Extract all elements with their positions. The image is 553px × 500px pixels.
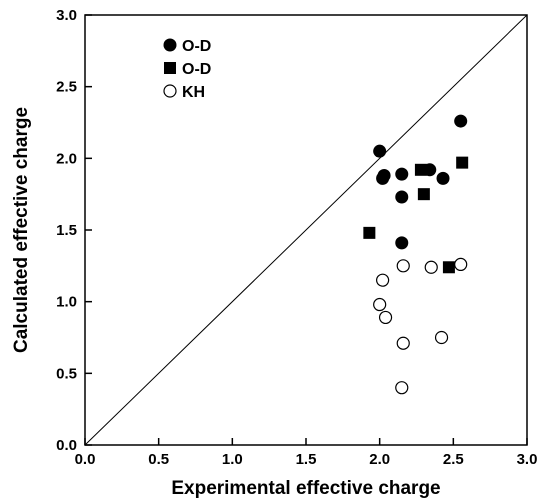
data-point (395, 381, 409, 395)
y-tick-label: 1.0 (56, 294, 77, 311)
x-tick-label: 1.5 (296, 451, 317, 468)
data-point (434, 330, 449, 345)
y-axis-ticks: 0.0 0.5 1.0 1.5 2.0 2.5 3.0 (56, 7, 92, 454)
data-point (442, 261, 455, 274)
legend-marker (163, 84, 177, 98)
data-point (454, 257, 468, 271)
x-tick-label: 0.5 (148, 451, 169, 468)
data-point (376, 273, 390, 287)
y-tick-label: 1.5 (56, 222, 77, 239)
legend-marker (164, 62, 176, 74)
data-point (363, 226, 376, 239)
data-point (395, 236, 409, 250)
y-tick-label: 2.5 (56, 79, 77, 96)
x-tick-label: 3.0 (517, 451, 538, 468)
data-point (396, 259, 410, 273)
x-tick-label: 2.0 (369, 451, 390, 468)
series-3 (373, 257, 468, 395)
data-point (414, 163, 427, 176)
data-point (395, 190, 409, 204)
x-tick-label: 2.5 (443, 451, 464, 468)
data-points (363, 114, 469, 395)
x-tick-label: 0.0 (75, 451, 96, 468)
legend-marker (163, 38, 177, 52)
data-point (454, 114, 468, 128)
legend: O-D O-D KH (163, 38, 211, 101)
x-axis-label: Experimental effective charge (171, 478, 440, 499)
data-point (373, 144, 387, 158)
data-point (436, 171, 450, 185)
data-point (396, 336, 410, 350)
x-axis-ticks: 0.0 0.5 1.0 1.5 2.0 2.5 3.0 (75, 438, 538, 468)
data-point (417, 188, 430, 201)
y-tick-label: 2.0 (56, 150, 77, 167)
reference-diagonal-line (84, 14, 528, 446)
data-point (456, 156, 469, 169)
data-point (424, 260, 438, 274)
legend-label: KH (182, 84, 205, 101)
x-tick-label: 1.0 (222, 451, 243, 468)
legend-label: O-D (182, 38, 211, 55)
series-2 (363, 156, 469, 274)
legend-label: O-D (182, 61, 211, 78)
y-axis-label: Calculated effective charge (11, 107, 32, 353)
data-point (395, 167, 409, 181)
y-tick-label: 0.5 (56, 365, 77, 382)
data-point (373, 297, 387, 312)
y-tick-label: 3.0 (56, 7, 77, 24)
data-point (377, 169, 391, 183)
data-point (378, 310, 393, 325)
y-tick-label: 0.0 (56, 437, 77, 454)
